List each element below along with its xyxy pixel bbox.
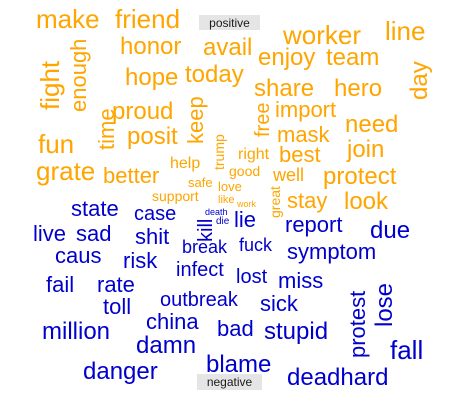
- word-negative-sick: sick: [260, 291, 299, 316]
- word-negative-shit: shit: [135, 224, 169, 249]
- word-negative-lie: lie: [234, 207, 256, 232]
- word-negative-state: state: [71, 196, 119, 221]
- word-negative-stupid: stupid: [264, 318, 328, 345]
- word-negative-toll: toll: [103, 294, 131, 319]
- negative-label: negative: [207, 375, 253, 389]
- word-negative-death: death: [205, 207, 228, 217]
- negative-label-bg: [197, 374, 262, 390]
- word-positive-like: like: [218, 194, 235, 206]
- word-negative-kill: kill: [195, 219, 217, 242]
- word-negative-risk: risk: [123, 248, 158, 273]
- word-negative-break: break: [182, 237, 228, 257]
- word-positive-avail: avail: [203, 34, 252, 61]
- word-positive-worker: worker: [282, 20, 361, 50]
- word-negative-million: million: [42, 318, 110, 345]
- word-negative-fall: fall: [390, 335, 423, 365]
- word-positive-good: good: [229, 163, 260, 179]
- word-positive-fun: fun: [38, 129, 74, 159]
- word-positive-grate: grate: [36, 156, 95, 186]
- word-negative-protest: protest: [345, 291, 370, 358]
- word-positive-need: need: [345, 111, 398, 138]
- word-positive-team: team: [326, 44, 379, 71]
- word-positive-hero: hero: [334, 75, 382, 102]
- word-negative-damn: damn: [136, 332, 196, 359]
- word-positive-hope: hope: [125, 64, 178, 91]
- word-positive-friend: friend: [115, 4, 180, 34]
- word-positive-trump: trump: [211, 134, 227, 170]
- word-positive-enjoy: enjoy: [258, 44, 315, 71]
- word-negative-report: report: [285, 212, 342, 237]
- word-positive-import: import: [275, 97, 336, 122]
- word-positive-share: share: [254, 75, 314, 102]
- word-positive-posit: posit: [127, 123, 178, 150]
- word-positive-join: join: [346, 136, 384, 163]
- word-positive-keep: keep: [183, 96, 208, 144]
- word-negative-outbreak: outbreak: [160, 289, 239, 311]
- word-positive-proud: proud: [112, 98, 173, 125]
- word-negative-rate: rate: [97, 272, 135, 297]
- positive-label: positive: [209, 16, 250, 30]
- word-positive-stay: stay: [287, 188, 327, 213]
- group-labels: positive negative: [197, 15, 262, 390]
- word-negative-china: china: [146, 309, 199, 334]
- word-positive-better: better: [103, 163, 159, 188]
- word-negative-fuck: fuck: [239, 235, 273, 255]
- word-negative-danger: danger: [83, 358, 158, 385]
- positive-label-bg: [199, 15, 260, 30]
- word-negative-infect: infect: [176, 259, 224, 281]
- word-negative-miss: miss: [278, 268, 323, 293]
- word-positive-mask: mask: [277, 122, 331, 147]
- word-negative-due: due: [370, 217, 410, 244]
- word-positive-honor: honor: [120, 33, 181, 60]
- word-positive-make: make: [36, 4, 100, 34]
- word-negative-lost: lost: [236, 266, 268, 288]
- word-positive-safe: safe: [188, 175, 213, 190]
- word-positive-enough: enough: [66, 39, 91, 112]
- word-positive-help: help: [170, 155, 200, 172]
- word-negative-blame: blame: [206, 351, 271, 378]
- word-positive-best: best: [279, 142, 321, 167]
- word-negative-case: case: [134, 203, 176, 225]
- word-positive-right: right: [238, 146, 270, 163]
- word-positive-today: today: [185, 61, 244, 88]
- word-negative-sad: sad: [76, 221, 111, 246]
- word-positive-free: free: [252, 103, 274, 137]
- word-negative-die: die: [216, 216, 230, 227]
- word-positive-fight: fight: [35, 60, 65, 110]
- word-negative-symptom: symptom: [287, 239, 376, 264]
- word-positive-great: great: [267, 186, 283, 218]
- word-positive-support: support: [152, 188, 199, 204]
- word-positive-protect: protect: [323, 163, 397, 190]
- word-positive-time: time: [94, 108, 119, 150]
- word-negative-bad: bad: [217, 316, 254, 341]
- word-positive-well: well: [272, 165, 304, 185]
- word-positive-look: look: [344, 188, 389, 215]
- word-negative-lose: lose: [371, 283, 398, 327]
- words: make friend worker line honor avail enjoy team f…: [33, 4, 433, 391]
- word-negative-live: live: [33, 221, 66, 246]
- word-negative-deadhard: deadhard: [287, 364, 388, 391]
- word-positive-love: love: [218, 179, 242, 194]
- word-positive-work: work: [236, 199, 257, 209]
- word-positive-line: line: [385, 16, 425, 46]
- word-positive-day: day: [406, 61, 433, 100]
- word-negative-fail: fail: [46, 272, 74, 297]
- word-negative-caus: caus: [55, 243, 101, 268]
